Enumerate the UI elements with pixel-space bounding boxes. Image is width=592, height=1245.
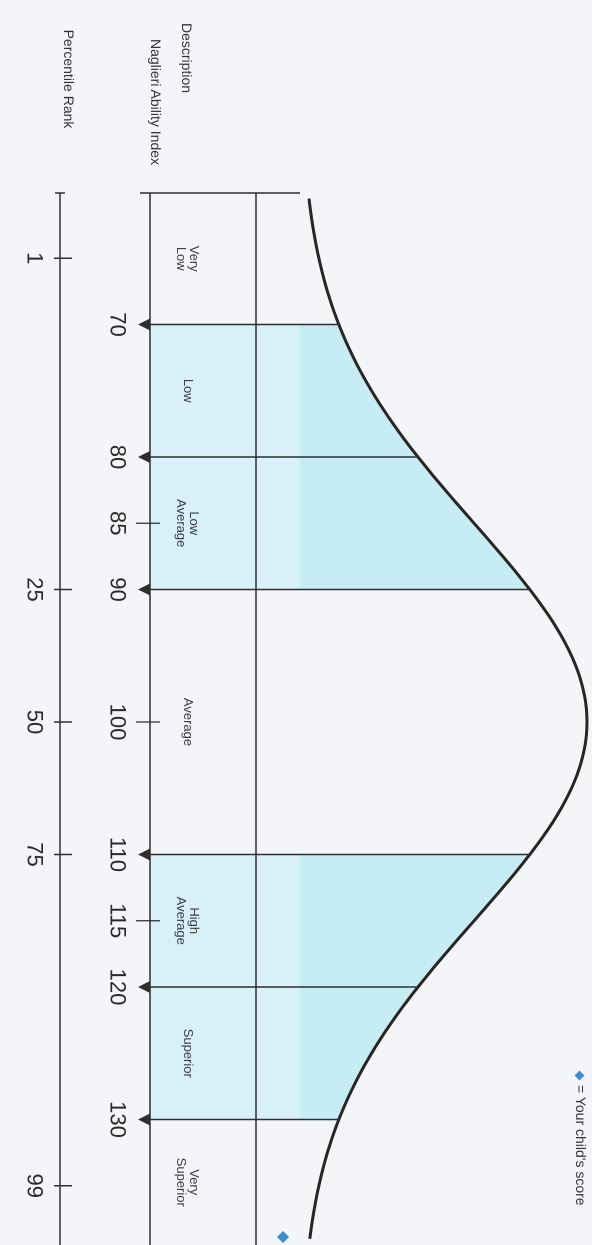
index-label-85: 85 (106, 511, 131, 535)
legend-marker-icon (574, 1070, 585, 1081)
percentile-label-50: 50 (23, 710, 48, 734)
percentile-label-99: 99 (23, 1174, 48, 1198)
category-label-line: Average (174, 499, 189, 547)
category-label-3: Average (181, 698, 196, 746)
percentile-label-25: 25 (23, 577, 48, 601)
boundary-arrow-120 (138, 981, 150, 993)
child-score-marker-icon (277, 1231, 289, 1243)
category-label-line: Very (187, 1169, 202, 1196)
boundary-arrow-90 (138, 583, 150, 596)
boundary-arrow-80 (138, 451, 150, 463)
band-4 (150, 854, 300, 987)
naglieri-index-header: Naglieri Ability Index (148, 38, 164, 166)
category-label-line: Superior (181, 1029, 196, 1079)
category-label-2: LowAverage (174, 499, 202, 547)
category-label-line: Low (181, 379, 196, 403)
curve-fill-5 (300, 987, 418, 1120)
category-label-line: Very (187, 246, 202, 273)
index-label-70: 70 (106, 312, 131, 336)
index-label-100: 100 (106, 704, 131, 741)
category-label-line: Low (187, 511, 202, 535)
index-label-120: 120 (106, 969, 131, 1006)
band-1 (150, 324, 300, 457)
legend: = Your child's score (572, 1070, 590, 1232)
index-label-130: 130 (106, 1101, 131, 1138)
curve-fill-1 (300, 324, 418, 457)
index-label-90: 90 (106, 577, 131, 601)
curve-fill-2 (300, 457, 530, 590)
boundary-arrow-130 (138, 1113, 150, 1126)
category-label-line: Low (174, 247, 189, 271)
description-header: Description (179, 22, 195, 94)
percentile-label-75: 75 (23, 842, 48, 866)
boundary-arrow-70 (138, 318, 150, 331)
band-5 (150, 987, 300, 1120)
legend-text: = Your child's score (573, 1085, 589, 1206)
category-label-1: Low (181, 379, 196, 403)
category-label-5: Superior (181, 1029, 196, 1079)
category-label-6: VerySuperior (174, 1158, 202, 1208)
band-2 (150, 457, 300, 590)
category-label-4: HighAverage (174, 897, 202, 945)
category-label-0: VeryLow (174, 246, 202, 273)
category-label-line: Superior (174, 1158, 189, 1208)
index-label-115: 115 (106, 903, 131, 938)
category-label-line: Average (181, 698, 196, 746)
boundary-arrow-110 (138, 848, 150, 861)
index-label-80: 80 (106, 445, 131, 469)
index-label-110: 110 (106, 837, 131, 872)
curve-fill-4 (300, 854, 530, 987)
bell-curve (307, 198, 589, 1239)
category-label-line: High (187, 907, 202, 934)
category-label-line: Average (174, 897, 189, 945)
percentile-rank-header: Percentile Rank (61, 29, 77, 129)
percentile-label-1: 1 (23, 252, 48, 264)
